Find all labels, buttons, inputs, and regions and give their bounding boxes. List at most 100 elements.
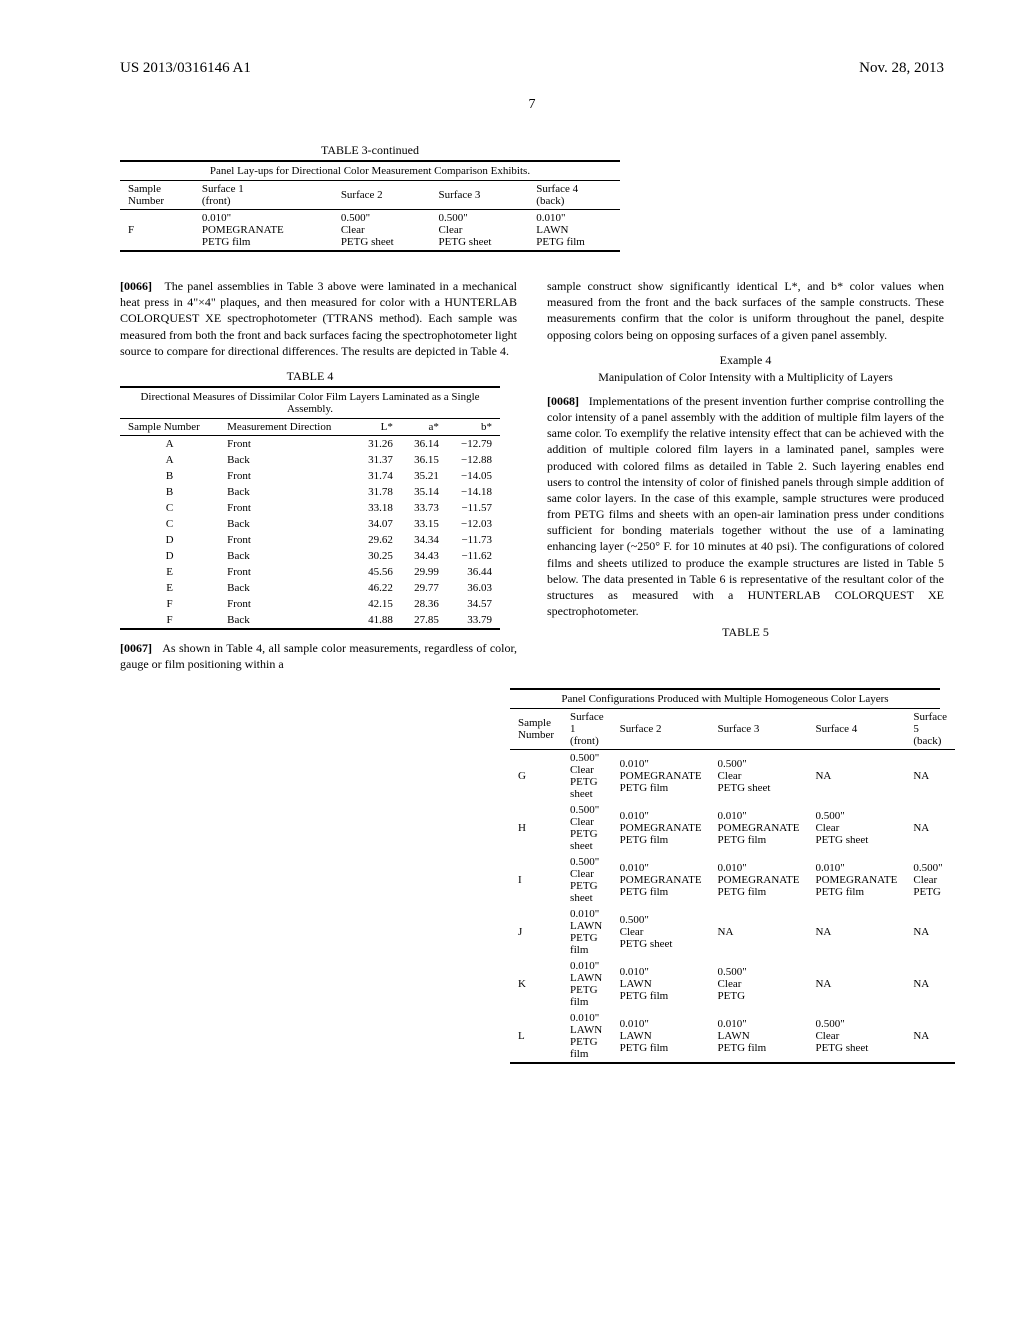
t4-cell: 34.34 bbox=[401, 532, 447, 548]
t4-cell: Front bbox=[219, 596, 355, 612]
para-67: [0067] As shown in Table 4, all sample c… bbox=[120, 640, 517, 672]
t4-cell: 29.62 bbox=[355, 532, 401, 548]
doc-date: Nov. 28, 2013 bbox=[859, 60, 944, 77]
table-row: E Back 46.22 29.77 36.03 bbox=[120, 580, 500, 596]
t4-cell: Back bbox=[219, 612, 355, 629]
t5-cell: NA bbox=[905, 906, 955, 958]
t4-cell: Front bbox=[219, 435, 355, 452]
table-row: K 0.010"LAWNPETG film 0.010"LAWNPETG fil… bbox=[510, 958, 955, 1010]
t4-cell: 34.57 bbox=[447, 596, 500, 612]
t4-cell: 33.79 bbox=[447, 612, 500, 629]
t5-cell: NA bbox=[807, 750, 905, 803]
t4-cell: 27.85 bbox=[401, 612, 447, 629]
t4-cell: −11.62 bbox=[447, 548, 500, 564]
table-row: A Back 31.37 36.15 −12.88 bbox=[120, 452, 500, 468]
table-row: D Front 29.62 34.34 −11.73 bbox=[120, 532, 500, 548]
para-68-text: Implementations of the present invention… bbox=[547, 394, 944, 618]
table-row: D Back 30.25 34.43 −11.62 bbox=[120, 548, 500, 564]
t4-cell: −11.73 bbox=[447, 532, 500, 548]
example4-title: Manipulation of Color Intensity with a M… bbox=[547, 370, 944, 385]
t5-cell: 0.010"LAWNPETG film bbox=[562, 906, 612, 958]
t5-cell: L bbox=[510, 1010, 562, 1063]
t5-cell: 0.010"LAWNPETG film bbox=[710, 1010, 808, 1063]
t4-cell: 28.36 bbox=[401, 596, 447, 612]
t5-h3: Surface 3 bbox=[710, 709, 808, 750]
t4-cell: 34.43 bbox=[401, 548, 447, 564]
table-row: F 0.010"POMEGRANATEPETG film 0.500"Clear… bbox=[120, 210, 620, 252]
t5-cell: 0.010"POMEGRANATEPETG film bbox=[710, 854, 808, 906]
t4-cell: Front bbox=[219, 564, 355, 580]
table-row: L 0.010"LAWNPETG film 0.010"LAWNPETG fil… bbox=[510, 1010, 955, 1063]
t4-h1: Measurement Direction bbox=[219, 419, 355, 436]
t4-cell: A bbox=[120, 452, 219, 468]
table5-container: Panel Configurations Produced with Multi… bbox=[510, 688, 940, 1064]
t3-h3: Surface 3 bbox=[431, 181, 529, 210]
t4-cell: 36.14 bbox=[401, 435, 447, 452]
t4-cell: C bbox=[120, 500, 219, 516]
t4-cell: Front bbox=[219, 468, 355, 484]
table5: SampleNumber Surface 1(front) Surface 2 … bbox=[510, 709, 955, 1064]
t5-cell: 0.010"POMEGRANATEPETG film bbox=[710, 802, 808, 854]
t5-cell: NA bbox=[905, 802, 955, 854]
t4-cell: 46.22 bbox=[355, 580, 401, 596]
t3-h1: Surface 1(front) bbox=[194, 181, 333, 210]
t5-cell: 0.010"LAWNPETG film bbox=[612, 958, 710, 1010]
para-66-text: The panel assemblies in Table 3 above we… bbox=[120, 279, 517, 358]
t4-cell: F bbox=[120, 596, 219, 612]
para-68-num: [0068] bbox=[547, 394, 579, 408]
t4-cell: −14.05 bbox=[447, 468, 500, 484]
t4-cell: B bbox=[120, 468, 219, 484]
table-row: H 0.500"ClearPETG sheet 0.010"POMEGRANAT… bbox=[510, 802, 955, 854]
table-row: I 0.500"ClearPETG sheet 0.010"POMEGRANAT… bbox=[510, 854, 955, 906]
t5-cell: 0.500"ClearPETG sheet bbox=[807, 802, 905, 854]
table-row: B Front 31.74 35.21 −14.05 bbox=[120, 468, 500, 484]
t3-cell: 0.010"POMEGRANATEPETG film bbox=[194, 210, 333, 252]
para-67-text: As shown in Table 4, all sample color me… bbox=[120, 641, 517, 671]
t3-cell: 0.010"LAWNPETG film bbox=[528, 210, 620, 252]
table-row: B Back 31.78 35.14 −14.18 bbox=[120, 484, 500, 500]
t3-cell: F bbox=[120, 210, 194, 252]
t4-cell: E bbox=[120, 564, 219, 580]
t3-cell: 0.500"ClearPETG sheet bbox=[333, 210, 431, 252]
t4-cell: Back bbox=[219, 580, 355, 596]
table-row: A Front 31.26 36.14 −12.79 bbox=[120, 435, 500, 452]
t4-cell: 45.56 bbox=[355, 564, 401, 580]
left-column: [0066] The panel assemblies in Table 3 a… bbox=[120, 272, 517, 678]
t5-cell: 0.500"ClearPETG sheet bbox=[562, 854, 612, 906]
t3-h2: Surface 2 bbox=[333, 181, 431, 210]
t4-cell: Front bbox=[219, 500, 355, 516]
t5-cell: I bbox=[510, 854, 562, 906]
table3-container: TABLE 3-continued Panel Lay-ups for Dire… bbox=[120, 143, 620, 252]
t4-cell: 36.03 bbox=[447, 580, 500, 596]
t5-cell: 0.010"POMEGRANATEPETG film bbox=[612, 750, 710, 803]
table-row: C Back 34.07 33.15 −12.03 bbox=[120, 516, 500, 532]
t5-cell: 0.010"LAWNPETG film bbox=[562, 958, 612, 1010]
para-66-num: [0066] bbox=[120, 279, 152, 293]
t4-cell: Back bbox=[219, 516, 355, 532]
t5-cell: 0.500"ClearPETG bbox=[905, 854, 955, 906]
t4-cell: −12.88 bbox=[447, 452, 500, 468]
t4-h0: Sample Number bbox=[120, 419, 219, 436]
t4-cell: 35.21 bbox=[401, 468, 447, 484]
t5-cell: H bbox=[510, 802, 562, 854]
t4-cell: 33.18 bbox=[355, 500, 401, 516]
t4-cell: F bbox=[120, 612, 219, 629]
t3-h0: SampleNumber bbox=[120, 181, 194, 210]
t4-cell: D bbox=[120, 532, 219, 548]
t4-cell: 29.77 bbox=[401, 580, 447, 596]
t4-cell: −11.57 bbox=[447, 500, 500, 516]
t5-cell: 0.500"ClearPETG sheet bbox=[562, 750, 612, 803]
page-header: US 2013/0316146 A1 Nov. 28, 2013 bbox=[120, 60, 944, 77]
t5-cell: G bbox=[510, 750, 562, 803]
t5-cell: 0.010"LAWNPETG film bbox=[612, 1010, 710, 1063]
t5-cell: K bbox=[510, 958, 562, 1010]
t4-cell: D bbox=[120, 548, 219, 564]
t5-cell: 0.010"POMEGRANATEPETG film bbox=[807, 854, 905, 906]
t5-cell: 0.500"ClearPETG sheet bbox=[612, 906, 710, 958]
t4-cell: 34.07 bbox=[355, 516, 401, 532]
t4-cell: 36.15 bbox=[401, 452, 447, 468]
t4-cell: 36.44 bbox=[447, 564, 500, 580]
t5-cell: NA bbox=[905, 750, 955, 803]
doc-number: US 2013/0316146 A1 bbox=[120, 60, 251, 77]
t4-cell: 31.74 bbox=[355, 468, 401, 484]
